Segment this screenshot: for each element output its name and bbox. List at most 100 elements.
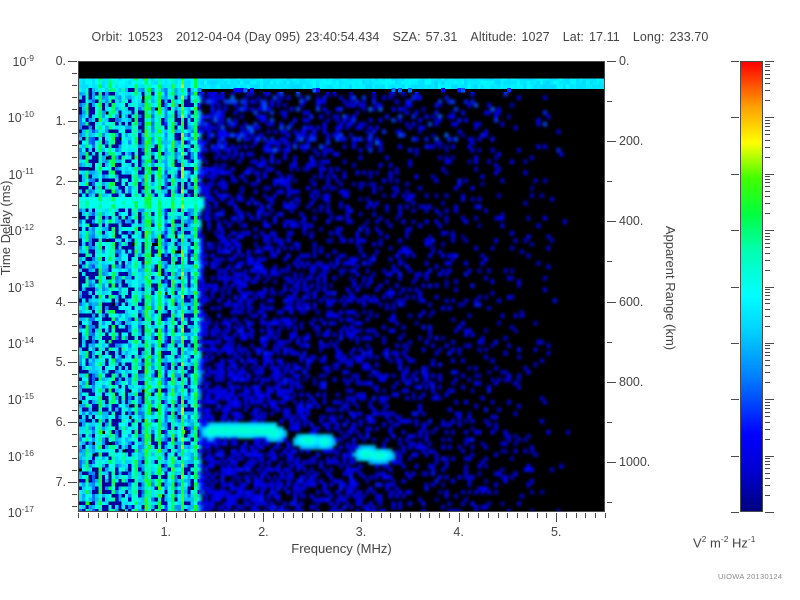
x-minor-tick xyxy=(576,513,577,518)
x-minor-tick xyxy=(507,513,508,518)
y-minor-tick xyxy=(72,446,77,447)
colorbar-minor-tick xyxy=(765,408,770,409)
colorbar-minor-tick xyxy=(765,345,770,346)
y2-minor-tick xyxy=(607,261,612,262)
y2-tick-label: 800. xyxy=(619,374,644,389)
colorbar-minor-tick xyxy=(765,468,770,469)
y-minor-tick xyxy=(72,145,77,146)
x-tick-label: 1. xyxy=(160,525,172,539)
colorbar-minor-tick xyxy=(765,247,770,248)
y-minor-tick xyxy=(72,494,77,495)
y2-minor-tick xyxy=(607,502,612,503)
colorbar-major-tick-left xyxy=(731,512,739,513)
y-major-tick xyxy=(68,302,77,303)
colorbar-minor-tick xyxy=(765,213,770,214)
spectrogram-canvas xyxy=(79,62,604,511)
y-minor-tick xyxy=(72,410,77,411)
y-minor-tick xyxy=(72,253,77,254)
colorbar-minor-tick xyxy=(765,299,770,300)
x-minor-tick xyxy=(244,513,245,518)
y-minor-tick xyxy=(72,338,77,339)
x-minor-tick xyxy=(156,513,157,518)
colorbar-tick-mantissa: 10 xyxy=(7,393,22,408)
x-tick-label: 2. xyxy=(258,525,269,539)
y2-tick-label: 200. xyxy=(619,134,644,149)
colorbar-tick-label: 10-15 xyxy=(8,391,34,407)
colorbar-major-tick-right xyxy=(765,174,774,175)
y-minor-tick xyxy=(72,73,77,74)
header-long-key: Long: xyxy=(632,30,665,44)
x-minor-tick xyxy=(224,513,225,518)
colorbar-minor-tick xyxy=(765,260,770,261)
colorbar-minor-tick xyxy=(765,355,770,356)
colorbar-minor-tick xyxy=(765,157,770,158)
y-major-tick xyxy=(68,121,77,122)
x-major-tick xyxy=(263,513,264,522)
x-tick-label: 5. xyxy=(550,525,562,539)
x-minor-tick xyxy=(273,513,274,518)
unit-m: m xyxy=(706,535,721,551)
colorbar-major-tick-right xyxy=(765,512,774,513)
colorbar-minor-tick xyxy=(765,182,770,183)
colorbar-minor-tick xyxy=(765,429,770,430)
y-minor-tick xyxy=(72,217,77,218)
colorbar-major-tick-right xyxy=(765,399,774,400)
header-orbit-key: Orbit: xyxy=(91,30,123,44)
y-minor-tick xyxy=(72,326,77,327)
colorbar-minor-tick xyxy=(765,74,770,75)
y-minor-tick xyxy=(72,277,77,278)
colorbar-tick-exponent: -9 xyxy=(26,52,34,63)
y2-minor-tick xyxy=(607,342,612,343)
colorbar-tick-mantissa: 10 xyxy=(7,449,22,464)
y-minor-tick xyxy=(72,458,77,459)
y2-minor-tick xyxy=(607,422,612,423)
x-minor-tick xyxy=(449,513,450,518)
colorbar-minor-tick xyxy=(765,83,770,84)
y2-tick-label: 1000. xyxy=(619,454,651,469)
header-sza-value: 57.31 xyxy=(425,30,458,44)
x-major-tick xyxy=(556,513,557,522)
colorbar-gradient xyxy=(741,62,762,511)
x-minor-tick xyxy=(88,513,89,518)
x-minor-tick xyxy=(293,513,294,518)
y-minor-tick xyxy=(72,350,77,351)
colorbar-tick-label: 10-9 xyxy=(13,53,34,69)
colorbar-minor-tick xyxy=(765,90,770,91)
x-minor-tick xyxy=(400,513,401,518)
spectrogram-plot-area xyxy=(78,61,605,512)
y-minor-tick xyxy=(72,229,77,230)
x-major-tick xyxy=(166,513,167,522)
colorbar-tick-mantissa: 10 xyxy=(8,167,23,182)
colorbar-tick-mantissa: 10 xyxy=(7,506,22,521)
y-tick-label: 1. xyxy=(55,114,66,129)
colorbar-major-tick-left xyxy=(731,456,739,457)
colorbar-tick-label: 10-12 xyxy=(8,222,34,238)
figure-header: Orbit: 10523 2012-04-04 (Day 095) 23:40:54.… xyxy=(0,30,800,44)
y2-major-tick xyxy=(607,382,616,383)
x-minor-tick xyxy=(585,513,586,518)
y-tick-label: 2. xyxy=(55,174,66,189)
colorbar-minor-tick xyxy=(765,233,770,234)
unit-m-exponent: -2 xyxy=(720,534,729,544)
x-minor-tick xyxy=(566,513,567,518)
x-tick-label: 4. xyxy=(453,525,464,539)
header-sza-key: SZA: xyxy=(392,30,421,44)
y-tick-label: 3. xyxy=(55,234,66,249)
colorbar-minor-tick xyxy=(765,461,770,462)
x-minor-tick xyxy=(595,513,596,518)
colorbar-major-tick-left xyxy=(731,117,739,118)
colorbar-major-tick-left xyxy=(731,287,739,288)
x-minor-tick xyxy=(517,513,518,518)
colorbar-tick-exponent: -12 xyxy=(21,222,34,233)
colorbar-minor-tick xyxy=(765,352,770,353)
x-minor-tick xyxy=(137,513,138,518)
figure-credit: UIOWA 20130124 xyxy=(718,572,783,581)
colorbar-tick-mantissa: 10 xyxy=(7,224,22,239)
colorbar-minor-tick xyxy=(765,348,770,349)
header-long-value: 233.70 xyxy=(669,30,709,44)
header-lat-key: Lat: xyxy=(562,30,584,44)
colorbar-tick-label: 10-17 xyxy=(8,504,34,520)
x-minor-tick xyxy=(205,513,206,518)
x-minor-tick xyxy=(78,513,79,518)
